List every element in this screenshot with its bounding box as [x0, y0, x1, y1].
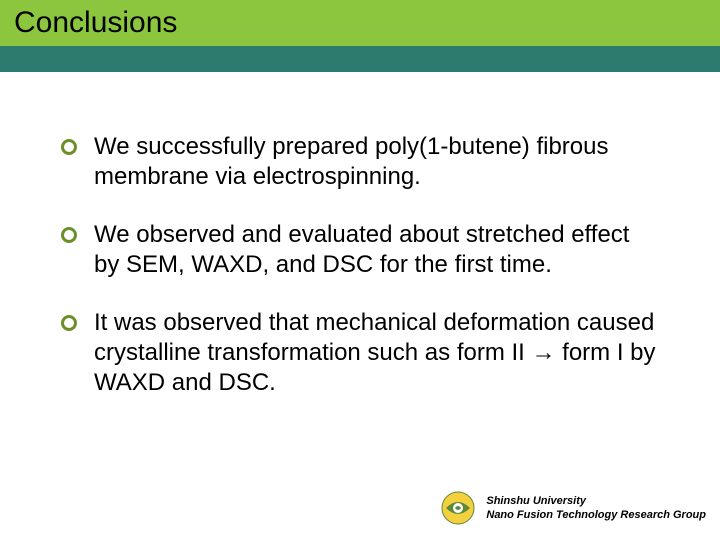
- content-area: We successfully prepared poly(1-butene) …: [0, 72, 720, 398]
- slide-title: Conclusions: [14, 6, 177, 40]
- footer: Shinshu University Nano Fusion Technolog…: [440, 490, 706, 526]
- bullet-item: We observed and evaluated about stretche…: [60, 220, 660, 280]
- footer-line1: Shinshu University: [486, 494, 706, 508]
- sub-bar: [0, 46, 720, 72]
- footer-line2: Nano Fusion Technology Research Group: [486, 508, 706, 522]
- title-bar: Conclusions: [0, 0, 720, 46]
- footer-logo-icon: [440, 490, 476, 526]
- bullet-icon: [60, 314, 78, 332]
- footer-text: Shinshu University Nano Fusion Technolog…: [486, 494, 706, 523]
- bullet-text: We observed and evaluated about stretche…: [94, 220, 660, 280]
- bullet-item: It was observed that mechanical deformat…: [60, 308, 660, 398]
- bullet-text: It was observed that mechanical deformat…: [94, 308, 660, 398]
- bullet-item: We successfully prepared poly(1-butene) …: [60, 132, 660, 192]
- bullet-icon: [60, 138, 78, 156]
- slide: Conclusions We successfully prepared pol…: [0, 0, 720, 540]
- bullet-text: We successfully prepared poly(1-butene) …: [94, 132, 660, 192]
- bullet-icon: [60, 226, 78, 244]
